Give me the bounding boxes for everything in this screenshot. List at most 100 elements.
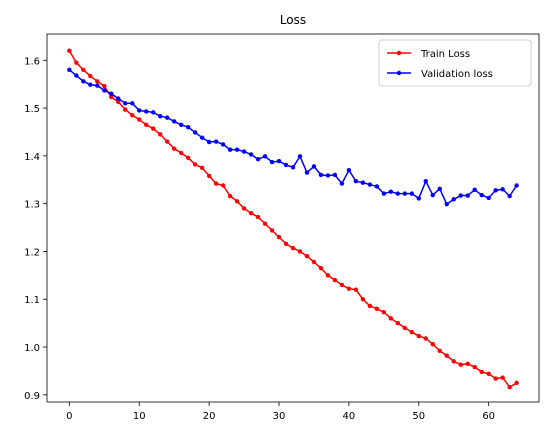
data-point (402, 325, 408, 331)
data-point (332, 172, 338, 178)
data-point (283, 162, 289, 168)
y-tick-label: 1.0 (24, 343, 40, 354)
x-tick-label: 50 (412, 411, 425, 422)
x-tick-label: 0 (66, 411, 72, 422)
data-point (102, 83, 107, 89)
data-point (514, 183, 519, 188)
data-point (451, 359, 456, 364)
y-tick-label: 1.2 (24, 247, 40, 258)
data-point (137, 108, 142, 113)
data-point (360, 180, 366, 185)
data-point (339, 282, 345, 288)
data-point (178, 122, 184, 128)
data-point (67, 48, 72, 53)
data-point (346, 168, 352, 173)
data-point (88, 82, 93, 87)
data-point (381, 309, 387, 315)
data-point (158, 114, 163, 119)
data-point (144, 109, 149, 114)
data-point (367, 182, 373, 187)
data-point (213, 139, 219, 144)
data-point (220, 183, 226, 188)
data-point (423, 179, 428, 184)
data-point (123, 101, 128, 106)
data-point (500, 187, 505, 192)
data-point (409, 191, 415, 196)
data-point (227, 193, 233, 199)
data-point (255, 157, 261, 162)
data-point (116, 96, 121, 101)
data-point (346, 286, 352, 291)
data-point (165, 139, 170, 144)
legend-swatch-marker (396, 70, 402, 76)
data-point (269, 228, 275, 233)
data-point (234, 147, 240, 152)
data-point (367, 303, 373, 309)
data-point (493, 376, 498, 381)
data-point (297, 249, 303, 254)
data-point (430, 192, 435, 198)
data-point (353, 179, 359, 184)
data-point (95, 83, 100, 88)
data-point (67, 67, 72, 73)
data-point (318, 172, 324, 178)
data-point (290, 165, 296, 170)
data-point (220, 142, 226, 147)
data-point (437, 348, 442, 354)
y-tick-label: 1.5 (24, 104, 40, 115)
data-point (123, 107, 128, 112)
data-point (144, 122, 149, 128)
data-point (458, 362, 463, 367)
data-point (304, 254, 310, 259)
data-point (269, 159, 275, 165)
chart-title: Loss (280, 13, 306, 27)
data-point (500, 375, 505, 380)
data-point (430, 341, 435, 347)
data-point (88, 73, 93, 79)
data-point (283, 241, 289, 247)
legend-swatch-marker (396, 50, 402, 56)
data-point (479, 369, 484, 375)
y-tick-label: 1.1 (24, 295, 40, 306)
data-point (102, 88, 107, 93)
legend-box (378, 39, 532, 87)
data-point (444, 353, 449, 358)
data-point (109, 91, 114, 96)
data-point (227, 147, 233, 152)
data-point (206, 139, 212, 145)
data-point (388, 316, 394, 321)
data-point (465, 193, 470, 198)
data-point (507, 193, 512, 199)
data-point (304, 170, 310, 175)
data-point (130, 101, 135, 106)
data-point (451, 197, 456, 202)
data-point (493, 188, 498, 193)
data-point (437, 186, 442, 192)
data-point (486, 371, 491, 377)
data-point (206, 173, 212, 179)
data-point (507, 384, 512, 390)
data-point (395, 191, 401, 196)
data-point (109, 94, 114, 100)
data-point (171, 119, 177, 124)
data-point (325, 173, 331, 178)
legend-label: Train Loss (420, 49, 470, 60)
data-point (311, 259, 317, 265)
data-point (241, 206, 247, 211)
data-point (472, 364, 477, 370)
x-tick-label: 10 (133, 411, 146, 422)
y-tick-label: 1.3 (24, 200, 40, 211)
data-point (395, 320, 401, 326)
data-point (158, 132, 163, 137)
data-point (199, 135, 205, 140)
data-point (409, 330, 415, 335)
data-point (241, 149, 247, 154)
data-point (81, 79, 86, 84)
data-point (472, 187, 477, 193)
data-point (332, 277, 338, 283)
data-point (444, 201, 449, 207)
data-point (416, 333, 421, 339)
data-point (458, 193, 463, 198)
data-point (353, 287, 359, 292)
